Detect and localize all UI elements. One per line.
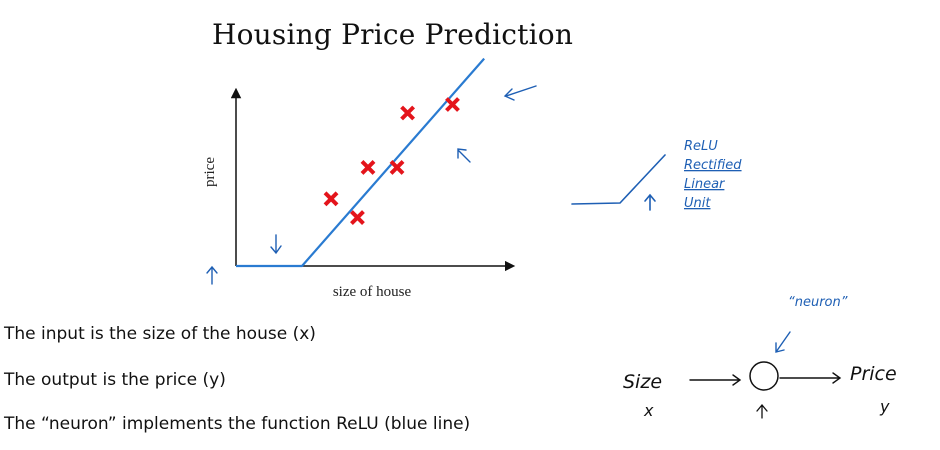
- pointer-arrow-icon: [503, 85, 537, 101]
- data-point: [445, 97, 460, 112]
- fit-line-group: [236, 57, 485, 268]
- pointer-arrow-icon: [756, 403, 768, 419]
- caption-neuron: The “neuron” implements the function ReL…: [4, 414, 471, 434]
- output-var: y: [879, 397, 890, 416]
- relu-line-1: ReLU: [684, 139, 718, 154]
- neuron-circle: [749, 361, 779, 391]
- down-arrow-icon: [270, 234, 282, 255]
- data-points-group: [323, 97, 460, 225]
- relu-sketch: [571, 154, 666, 211]
- output-arrow-icon: [779, 372, 842, 384]
- data-point: [400, 105, 416, 121]
- caption-output: The output is the price (y): [4, 370, 226, 390]
- output-label: Price: [850, 363, 897, 385]
- neuron-diagram: “neuron” Size x Price y: [623, 295, 897, 420]
- caption-input: The input is the size of the house (x): [4, 324, 316, 344]
- data-point: [360, 159, 376, 175]
- pointer-arrow-icon: [644, 193, 656, 211]
- pointer-arrow-icon: [457, 148, 471, 163]
- input-arrow-icon: [689, 374, 742, 386]
- data-point: [323, 191, 339, 207]
- neuron-label: “neuron”: [788, 295, 848, 310]
- chart-annotations: [206, 85, 537, 285]
- pointer-arrow-icon: [775, 331, 791, 353]
- relu-line-4: Unit: [684, 196, 711, 211]
- data-point: [389, 159, 405, 175]
- up-arrow-icon: [206, 265, 218, 285]
- input-var: x: [643, 401, 654, 420]
- relu-curve: [571, 154, 666, 205]
- relu-line-2: Rectified: [684, 158, 742, 173]
- chart-title: Housing Price Prediction: [212, 18, 574, 51]
- relu-line-3: Linear: [684, 177, 726, 192]
- relu-fit-line: [236, 57, 485, 268]
- data-point: [350, 210, 365, 225]
- relu-label: ReLU Rectified Linear Unit: [684, 139, 742, 211]
- x-axis-label: size of house: [333, 284, 412, 300]
- input-label: Size: [623, 371, 662, 393]
- y-axis-label: price: [202, 157, 218, 187]
